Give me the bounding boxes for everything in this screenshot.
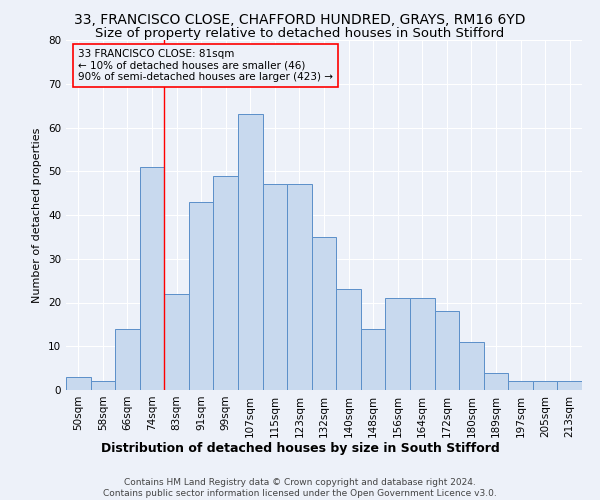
Bar	[140, 167, 164, 390]
Text: 33, FRANCISCO CLOSE, CHAFFORD HUNDRED, GRAYS, RM16 6YD: 33, FRANCISCO CLOSE, CHAFFORD HUNDRED, G…	[74, 12, 526, 26]
Bar	[557, 381, 582, 390]
Bar	[115, 329, 140, 390]
Bar	[385, 298, 410, 390]
Bar	[484, 372, 508, 390]
Text: Contains HM Land Registry data © Crown copyright and database right 2024.
Contai: Contains HM Land Registry data © Crown c…	[103, 478, 497, 498]
Text: Distribution of detached houses by size in South Stifford: Distribution of detached houses by size …	[101, 442, 499, 455]
Bar	[66, 377, 91, 390]
Bar	[312, 237, 336, 390]
Bar	[164, 294, 189, 390]
Bar	[410, 298, 434, 390]
Bar	[263, 184, 287, 390]
Bar	[336, 290, 361, 390]
Bar	[459, 342, 484, 390]
Bar	[238, 114, 263, 390]
Bar	[189, 202, 214, 390]
Bar	[91, 381, 115, 390]
Text: 33 FRANCISCO CLOSE: 81sqm
← 10% of detached houses are smaller (46)
90% of semi-: 33 FRANCISCO CLOSE: 81sqm ← 10% of detac…	[78, 49, 333, 82]
Bar	[533, 381, 557, 390]
Bar	[214, 176, 238, 390]
Bar	[287, 184, 312, 390]
Bar	[434, 311, 459, 390]
Y-axis label: Number of detached properties: Number of detached properties	[32, 128, 43, 302]
Bar	[361, 329, 385, 390]
Text: Size of property relative to detached houses in South Stifford: Size of property relative to detached ho…	[95, 28, 505, 40]
Bar	[508, 381, 533, 390]
